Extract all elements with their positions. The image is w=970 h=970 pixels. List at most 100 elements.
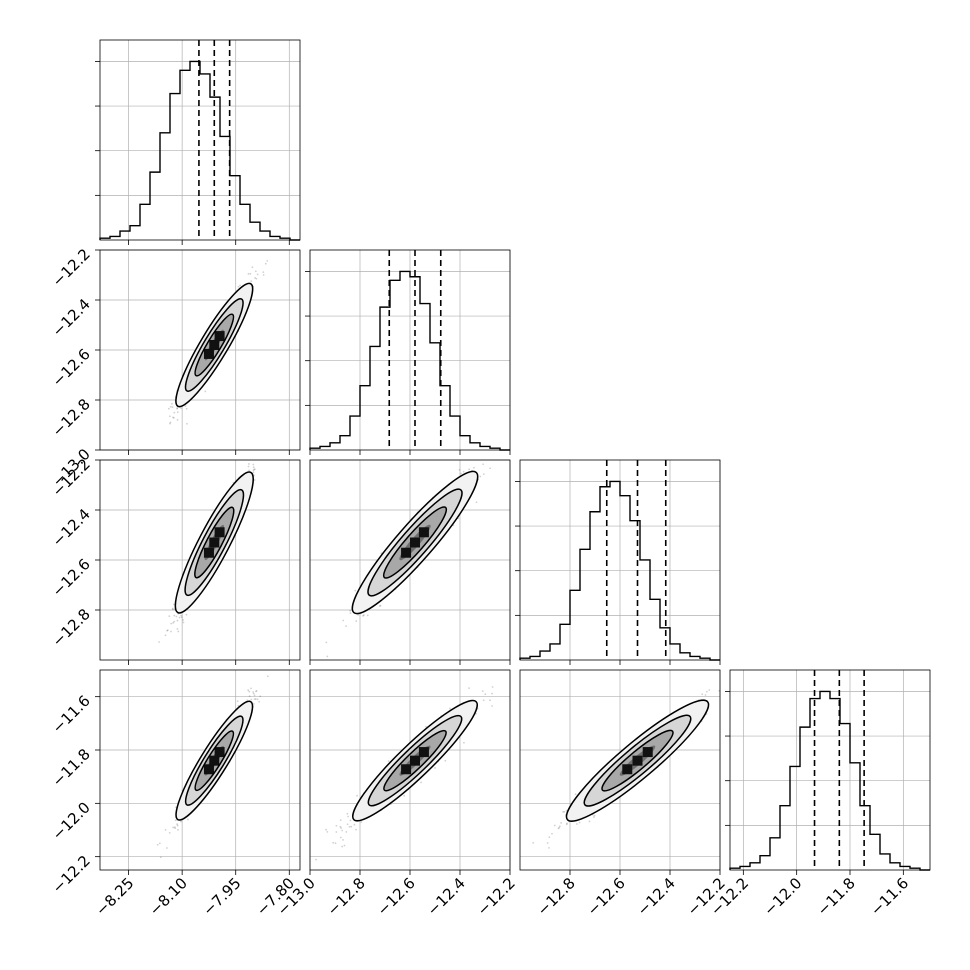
panel-1-0: −12.2−12.4−12.6−12.8−13.0 [49, 245, 301, 490]
sample-point [340, 827, 342, 829]
sample-point [349, 609, 352, 612]
sample-point [176, 823, 179, 826]
panel-frame [519, 459, 721, 661]
sample-point [705, 690, 708, 693]
density-core [203, 348, 214, 359]
sample-point [339, 825, 342, 828]
sample-point [558, 825, 561, 828]
panel-frame [519, 669, 721, 871]
sample-point [489, 699, 491, 702]
sample-point [277, 643, 279, 645]
contour-line [175, 282, 254, 408]
sample-point [491, 692, 493, 695]
sample-point [566, 822, 568, 825]
sample-point [250, 698, 253, 701]
sample-point [254, 698, 257, 700]
sample-point [176, 627, 179, 630]
xtick-label: −12.4 [424, 874, 469, 919]
sample-point [173, 614, 176, 617]
sample-point [176, 407, 179, 410]
xtick-label: −12.0 [760, 874, 805, 919]
sample-point [353, 823, 356, 826]
contour-line [383, 729, 447, 792]
sample-point [252, 471, 255, 474]
density-core [401, 547, 412, 558]
panel-frame [309, 459, 511, 661]
ytick-label: −12.6 [49, 345, 94, 390]
sample-point [475, 501, 478, 504]
density-core [209, 537, 220, 548]
sample-point [425, 725, 427, 728]
ytick-label: −12.8 [49, 395, 94, 440]
sample-point [349, 819, 352, 822]
sample-point [166, 629, 169, 632]
sample-point [186, 422, 188, 425]
sample-point [169, 422, 171, 425]
sample-point [737, 674, 739, 676]
contour-line [194, 730, 235, 792]
sample-point [204, 390, 207, 393]
sample-point [172, 608, 174, 611]
panel-2-0: −12.2−12.4−12.6−12.8 [49, 455, 301, 665]
panel-frame [99, 459, 301, 661]
sample-point [514, 870, 516, 872]
panel-2-2 [515, 459, 721, 665]
sample-point [740, 673, 742, 675]
contour-line [601, 729, 674, 792]
sample-point [551, 832, 553, 835]
sample-point [343, 844, 346, 847]
sample-point [335, 831, 338, 833]
sample-point [180, 616, 183, 619]
sample-point [379, 604, 382, 607]
density-core [418, 747, 429, 758]
sample-point [548, 846, 550, 849]
sample-point [176, 619, 179, 622]
sample-point [175, 615, 178, 618]
xtick-label: −11.6 [867, 874, 912, 919]
panel-1-1 [305, 249, 511, 455]
sample-point [246, 699, 249, 702]
sample-point [747, 668, 749, 670]
ytick-label: −12.6 [49, 555, 94, 600]
sample-point [253, 479, 256, 481]
sample-point [239, 284, 241, 287]
sample-point [164, 828, 167, 831]
density-core [209, 340, 220, 350]
sample-point [347, 815, 349, 818]
panel-2-1 [309, 459, 511, 665]
sample-point [326, 655, 329, 658]
sample-point [444, 759, 447, 762]
sample-point [184, 405, 187, 408]
sample-point [346, 823, 349, 826]
density-core [214, 527, 225, 538]
sample-point [166, 847, 168, 849]
sample-point [588, 820, 591, 823]
sample-point [253, 468, 255, 471]
sample-point [173, 411, 176, 414]
sample-point [403, 794, 406, 797]
sample-point [185, 407, 188, 410]
sample-point [482, 473, 485, 475]
sample-point [558, 826, 561, 829]
sample-point [253, 698, 256, 701]
contour-line [351, 470, 479, 615]
sample-point [173, 620, 176, 623]
sample-point [252, 466, 255, 469]
ytick-label: −11.6 [49, 692, 94, 737]
ytick-label: −12.2 [49, 852, 94, 897]
sample-point [434, 767, 436, 769]
sample-point [462, 470, 465, 473]
sample-point [341, 845, 344, 848]
sample-point [479, 475, 482, 478]
sample-point [236, 700, 239, 703]
density-core [209, 755, 220, 766]
sample-point [253, 694, 256, 697]
sample-point [158, 641, 160, 643]
sample-point [460, 472, 462, 475]
sample-point [172, 416, 174, 419]
sample-point [249, 272, 252, 275]
ytick-label: −12.4 [49, 295, 94, 340]
sample-point [342, 619, 345, 622]
sample-point [468, 687, 470, 690]
sample-point [253, 468, 256, 471]
